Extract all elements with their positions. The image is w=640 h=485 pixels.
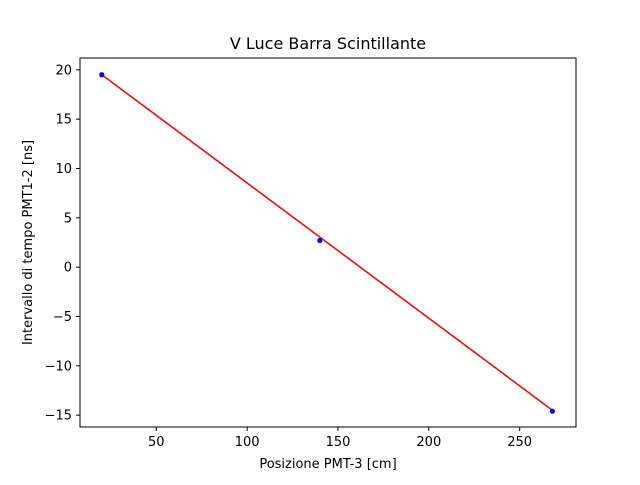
chart-title: V Luce Barra Scintillante	[230, 34, 426, 53]
data-point	[549, 408, 555, 414]
data-layer	[99, 72, 555, 414]
y-tick-label: 5	[64, 211, 72, 226]
y-tick-label: −10	[45, 359, 72, 374]
x-axis-label: Posizione PMT-3 [cm]	[259, 457, 396, 472]
x-tick-label: 200	[416, 435, 441, 450]
y-tick-label: 0	[64, 261, 72, 276]
data-point	[99, 72, 105, 78]
y-axis-label: Intervallo di tempo PMT1-2 [ns]	[21, 140, 36, 345]
y-tick-label: 20	[55, 63, 72, 78]
x-tick-label: 150	[326, 435, 351, 450]
x-tick-label: 100	[235, 435, 260, 450]
y-tick-label: 15	[55, 113, 72, 128]
x-tick-label: 250	[507, 435, 532, 450]
plot-frame	[79, 57, 577, 428]
y-tick-label: −5	[53, 310, 72, 325]
data-point	[317, 237, 323, 244]
y-tick-label: −15	[45, 409, 72, 424]
y-tick-label: 10	[55, 162, 72, 177]
fit-line	[101, 74, 553, 411]
x-tick-label: 50	[148, 435, 165, 450]
ticks-layer: 50 100 150 200 250 −15 −10 −5 0 5 10 15 20	[45, 63, 533, 450]
